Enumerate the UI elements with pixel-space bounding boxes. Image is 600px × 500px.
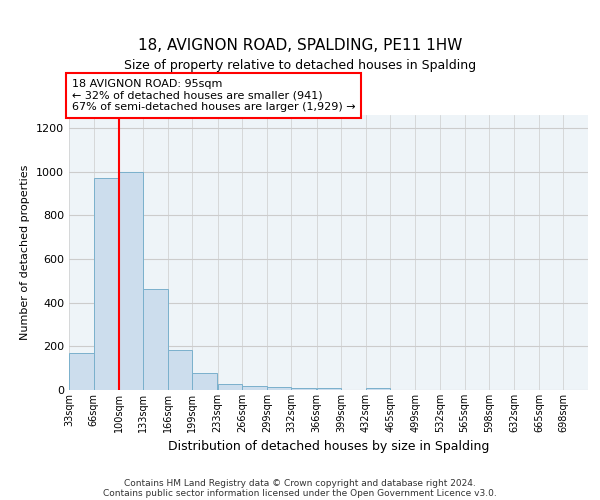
Bar (218, 384, 242, 390)
Bar (365, 388, 390, 390)
Y-axis label: Number of detached properties: Number of detached properties (20, 165, 31, 340)
Text: 18 AVIGNON ROAD: 95sqm
← 32% of detached houses are smaller (941)
67% of semi-de: 18 AVIGNON ROAD: 95sqm ← 32% of detached… (71, 79, 355, 112)
Text: Contains public sector information licensed under the Open Government Licence v3: Contains public sector information licen… (103, 488, 497, 498)
Text: Size of property relative to detached houses in Spalding: Size of property relative to detached ho… (124, 60, 476, 72)
Bar (69, 353, 94, 390)
Bar (143, 288, 168, 390)
Bar (94, 178, 118, 390)
Text: 18, AVIGNON ROAD, SPALDING, PE11 1HW: 18, AVIGNON ROAD, SPALDING, PE11 1HW (138, 38, 462, 52)
Bar (317, 388, 341, 390)
Bar (193, 372, 217, 390)
Bar (168, 350, 193, 390)
X-axis label: Distribution of detached houses by size in Spalding: Distribution of detached houses by size … (168, 440, 489, 454)
Text: Contains HM Land Registry data © Crown copyright and database right 2024.: Contains HM Land Registry data © Crown c… (124, 478, 476, 488)
Bar (119, 172, 143, 390)
Bar (292, 388, 316, 390)
Bar (242, 386, 267, 390)
Bar (267, 386, 292, 390)
